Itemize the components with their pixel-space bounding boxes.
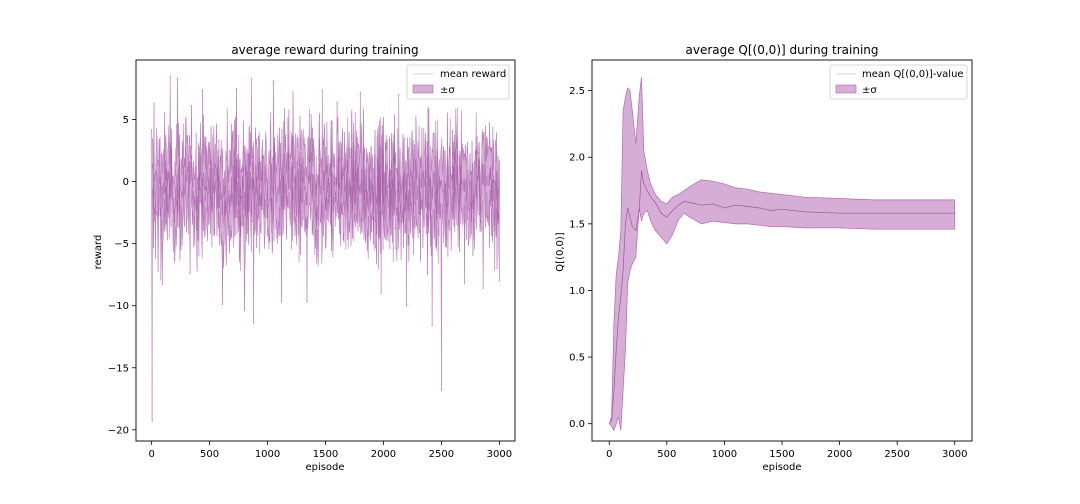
reward-y-tick-label: −10 [108,301,129,312]
reward-extreme-point [280,301,283,303]
reward-y-ticks: −20 −15 −10 −5 0 5 [108,115,136,436]
reward-x-tick-label: 500 [200,449,219,460]
q-legend-band-swatch [835,84,857,94]
q-legend-box [829,64,968,100]
q-x-axis-label: episode [762,462,801,473]
reward-y-tick-label: −20 [108,425,129,436]
reward-extreme-point [177,78,179,80]
reward-y-tick-label: 0 [123,177,129,188]
q-value-chart: average Q[(0,0)] during training episode… [555,43,973,473]
reward-x-tick-label: 3000 [487,449,512,460]
reward-x-axis-label: episode [305,462,344,473]
reward-extreme-point [380,292,382,294]
reward-extreme-point [151,420,153,422]
reward-x-tick-label: 0 [148,449,154,460]
reward-x-tick-label: 2500 [429,449,454,460]
q-axes-frame [591,59,973,442]
q-x-tick-label: 2000 [827,449,852,460]
reward-extreme-point [464,282,466,284]
reward-extreme-point [153,102,155,104]
reward-extreme-point [406,305,408,307]
reward-extreme-point [202,89,204,91]
reward-y-tick-label: 5 [123,115,129,126]
reward-extreme-point [161,284,163,286]
reward-legend-sigma-label: ±σ [440,85,455,96]
reward-extreme-point [498,280,500,282]
q-sigma-band [608,77,956,432]
reward-extreme-point [250,78,252,80]
reward-axes-frame [135,59,516,442]
q-plot-area [608,77,956,432]
reward-extreme-point [272,80,274,82]
reward-x-tick-label: 2000 [371,449,396,460]
reward-extreme-point [428,109,430,111]
reward-legend-mean-label: mean reward [440,69,506,80]
q-x-tick-label: 3000 [942,449,967,460]
reward-extreme-point [431,325,433,327]
q-legend-mean-label: mean Q[(0,0)]-value [862,69,964,80]
reward-extreme-point [440,389,442,391]
reward-x-tick-label: 1500 [313,449,338,460]
q-x-tick-label: 2500 [884,449,909,460]
reward-extreme-point [306,301,308,303]
reward-chart: average reward during training episode r… [93,43,516,473]
reward-chart-title: average reward during training [231,43,418,57]
reward-extreme-point [243,310,245,312]
q-mean-line [609,170,955,424]
reward-extreme-point [490,151,492,153]
reward-extreme-point [235,87,237,90]
reward-extreme-point [169,75,171,77]
q-y-ticks: 0.0 0.5 1.0 1.5 2.0 2.5 [569,86,592,430]
reward-extreme-point [336,101,338,103]
reward-extreme-point [321,89,323,91]
reward-x-tick-label: 1000 [255,449,280,460]
reward-extreme-point [359,91,361,93]
q-chart-title: average Q[(0,0)] during training [685,43,878,57]
reward-extreme-point [397,94,400,96]
q-y-tick-label: 1.0 [569,286,585,297]
q-y-tick-label: 2.5 [569,86,585,97]
q-x-tick-label: 1500 [769,449,794,460]
reward-x-ticks: 0 500 1000 1500 2000 2500 3000 [148,441,512,460]
q-legend: mean Q[(0,0)]-value ±σ [829,64,968,100]
q-legend-sigma-label: ±σ [862,85,877,96]
q-x-ticks: 0 500 1000 1500 2000 2500 3000 [606,441,967,460]
q-y-tick-label: 0.5 [569,353,585,364]
q-x-tick-label: 500 [657,449,676,460]
q-x-tick-label: 1000 [712,449,737,460]
reward-extreme-point [253,322,255,324]
reward-legend: mean reward ±σ [406,64,510,100]
q-y-axis-label: Q[(0,0)] [555,232,566,271]
reward-y-tick-label: −15 [108,363,129,374]
reward-extreme-point [221,303,223,306]
q-y-tick-label: 1.5 [569,219,585,230]
reward-y-tick-label: −5 [114,239,129,250]
reward-y-axis-label: reward [93,235,104,270]
reward-extreme-point [482,287,484,289]
reward-legend-band-swatch [412,84,434,94]
reward-plot-area [151,75,500,422]
q-y-tick-label: 2.0 [569,153,585,164]
reward-extreme-point [189,272,191,275]
q-x-tick-label: 0 [606,449,612,460]
reward-mean-line [151,136,500,240]
q-y-tick-label: 0.0 [569,419,585,430]
